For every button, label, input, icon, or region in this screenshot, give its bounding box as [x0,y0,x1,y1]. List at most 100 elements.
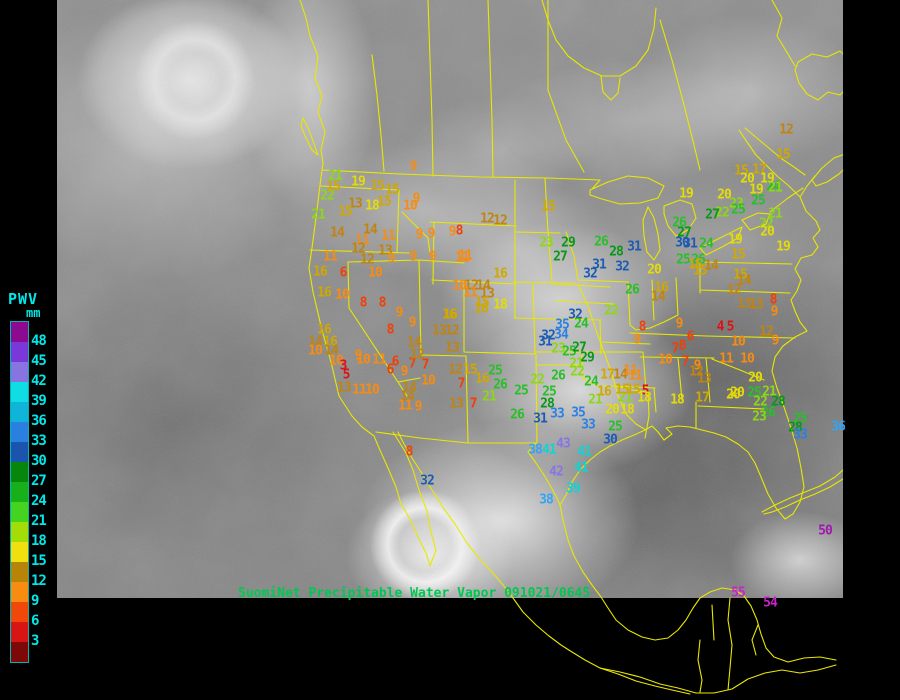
station-value: 41 [542,442,557,458]
station-value: 7 [421,357,430,373]
station-value: 55 [731,585,746,601]
legend-tick-label: 18 [31,533,47,549]
station-value: 12 [727,282,742,298]
legend-colorbar [10,321,29,663]
station-value: 20 [760,224,775,240]
station-value: 32 [615,259,630,275]
station-value: 9 [428,249,437,265]
station-value: 11 [455,250,470,266]
station-value: 7 [457,376,466,392]
station-value: 24 [574,316,589,332]
station-value: 14 [651,289,666,305]
station-value: 10 [403,198,418,214]
station-value: 13 [449,396,464,412]
station-value: 24 [699,236,714,252]
station-value: 24 [584,374,599,390]
station-value: 11 [623,363,638,379]
station-value: 8 [386,322,395,338]
station-value: 16 [443,307,458,323]
station-value: 34 [554,327,569,343]
station-value: 20 [730,385,745,401]
legend-tick-label: 3 [31,633,40,649]
station-value: 15 [338,204,353,220]
station-value: 13 [697,371,712,387]
station-value: 20 [605,402,620,418]
station-value: 10 [731,334,746,350]
station-value: 11 [323,249,338,265]
station-value: 9 [427,226,436,242]
legend-title: PWV [8,290,39,308]
station-value: 19 [728,232,743,248]
legend-tick-label: 12 [31,573,47,589]
station-value: 32 [583,266,598,282]
station-value: 10 [308,343,323,359]
station-value: 12 [480,211,495,227]
legend-swatch [11,342,28,362]
station-value: 20 [647,262,662,278]
legend-tick-label: 42 [31,373,47,389]
legend-swatch [11,542,28,562]
legend-swatch [11,622,28,642]
station-value: 15 [370,178,385,194]
station-value: 6 [686,329,695,345]
station-value: 28 [609,244,624,260]
station-value: 25 [488,363,503,379]
station-value: 19 [351,174,366,190]
station-value: 8 [359,295,368,311]
station-value: 25 [731,202,746,218]
station-value: 19 [679,186,694,202]
legend-tick-label: 33 [31,433,47,449]
legend-swatch [11,402,28,422]
station-value: 33 [550,406,565,422]
legend-tick-label: 48 [31,333,47,349]
station-value: 9 [414,399,423,415]
station-value: 31 [683,236,698,252]
station-value: 11 [352,382,367,398]
station-value: 14 [704,258,719,274]
station-value: 16 [317,285,332,301]
station-value: 50 [818,523,833,539]
station-value: 9 [633,332,642,348]
legend-tick-label: 36 [31,413,47,429]
station-value: 31 [627,239,642,255]
station-value: 9 [448,224,457,240]
station-value: 54 [763,595,778,611]
station-value: 5 [726,319,735,335]
station-value: 7 [681,354,690,370]
station-value: 36 [831,419,846,435]
station-value: 13 [337,380,352,396]
station-value: 9 [675,316,684,332]
station-value: 26 [625,282,640,298]
station-value: 26 [551,368,566,384]
station-value: 15 [731,247,746,263]
legend-swatch [11,562,28,582]
station-value: 10 [365,382,380,398]
station-value: 15 [377,194,392,210]
legend-swatch [11,642,28,662]
station-value: 9 [387,251,396,267]
station-value: 18 [637,390,652,406]
legend-tick-label: 15 [31,553,47,569]
station-value: 11 [372,352,387,368]
legend-tick-label: 9 [31,593,40,609]
station-value: 27 [705,207,720,223]
station-value: 16 [474,301,489,317]
legend-tick-label: 6 [31,613,40,629]
station-value: 38 [528,442,543,458]
station-value: 16 [493,266,508,282]
station-value: 39 [566,481,581,497]
station-value: 29 [561,235,576,251]
station-value: 30 [603,432,618,448]
legend-tick-label: 21 [31,513,47,529]
station-value: 23 [539,235,554,251]
legend-tick-label: 27 [31,473,47,489]
legend-swatch [11,502,28,522]
station-value: 41 [574,460,589,476]
legend-tick-label: 39 [31,393,47,409]
station-value: 9 [409,159,418,175]
legend-tick-label: 45 [31,353,47,369]
station-value: 6 [386,362,395,378]
legend-swatch [11,382,28,402]
legend-swatch [11,522,28,542]
